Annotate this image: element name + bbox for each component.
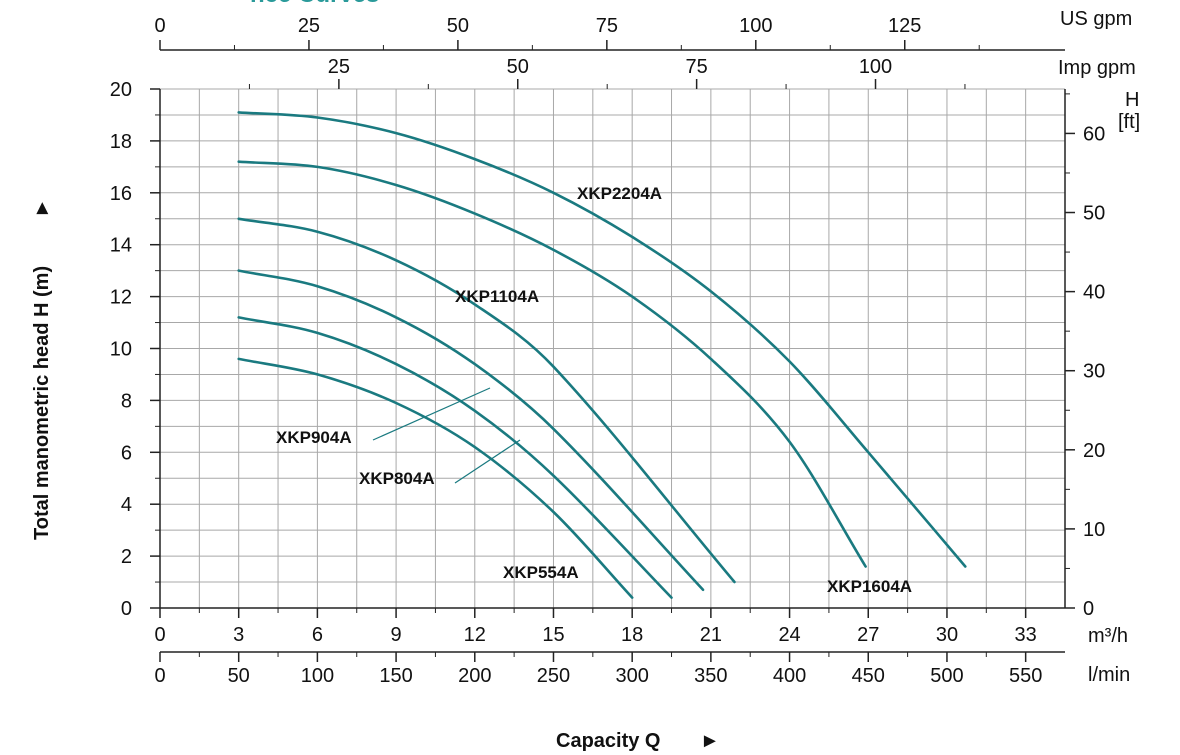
x-tick-label: 0 <box>154 624 165 646</box>
lmin-tick-label: 400 <box>773 665 806 687</box>
x-tick-label: 18 <box>621 624 643 646</box>
label-xkp1604a: XKP1604A <box>827 577 912 596</box>
x-tick-label: 33 <box>1015 624 1037 646</box>
curve-xkp554a <box>237 357 634 599</box>
lmin-tick-label: 350 <box>694 665 727 687</box>
leader-xkp904a <box>372 387 491 441</box>
ft-tick-label: 20 <box>1083 440 1105 462</box>
y-tick-label: 12 <box>110 287 132 309</box>
x-unit-imp-gpm: Imp gpm <box>1058 57 1136 79</box>
x-unit-us-gpm: US gpm <box>1060 8 1132 30</box>
lmin-tick-label: 300 <box>615 665 648 687</box>
lmin-tick-label: 200 <box>458 665 491 687</box>
lmin-tick-label: 100 <box>301 665 334 687</box>
x-tick-label: 24 <box>778 624 800 646</box>
y-tick-label: 14 <box>110 235 132 257</box>
y-tick-label: 6 <box>121 442 132 464</box>
y-tick-label: 18 <box>110 131 132 153</box>
imp-gpm-tick-label: 25 <box>328 56 350 78</box>
us-gpm-tick-label: 0 <box>154 15 165 37</box>
x-tick-label: 9 <box>391 624 402 646</box>
performance-curves <box>237 111 967 599</box>
imp-gpm-tick-label: 50 <box>507 56 529 78</box>
y-tick-label: 4 <box>121 494 132 516</box>
x-tick-label: 3 <box>233 624 244 646</box>
label-xkp2204a: XKP2204A <box>577 184 662 203</box>
chart-title-fragment: nce Curves <box>250 0 379 8</box>
imp-gpm-tick-label: 100 <box>859 56 892 78</box>
y-tick-label: 8 <box>121 390 132 412</box>
lmin-tick-label: 550 <box>1009 665 1042 687</box>
x-tick-label: 12 <box>464 624 486 646</box>
ft-tick-label: 40 <box>1083 282 1105 304</box>
us-gpm-tick-label: 25 <box>298 15 320 37</box>
lmin-tick-label: 0 <box>154 665 165 687</box>
ft-tick-label: 0 <box>1083 598 1094 620</box>
us-gpm-tick-label: 75 <box>596 15 618 37</box>
lmin-tick-label: 50 <box>228 665 250 687</box>
label-xkp804a: XKP804A <box>359 469 435 488</box>
us-gpm-tick-label: 100 <box>739 15 772 37</box>
x-tick-label: 21 <box>700 624 722 646</box>
lmin-tick-label: 250 <box>537 665 570 687</box>
y-tick-label: 0 <box>121 598 132 620</box>
ft-tick-label: 30 <box>1083 361 1105 383</box>
label-xkp904a: XKP904A <box>276 428 352 447</box>
curve-xkp1604a <box>237 160 867 568</box>
grid-lines <box>160 89 1065 608</box>
curve-xkp2204a <box>237 111 967 568</box>
x-tick-label: 30 <box>936 624 958 646</box>
ft-tick-label: 50 <box>1083 203 1105 225</box>
x-axis-title: Capacity Q ► <box>556 730 720 752</box>
ft-tick-label: 10 <box>1083 519 1105 541</box>
leader-xkp804a <box>454 439 521 484</box>
us-gpm-tick-label: 125 <box>888 15 921 37</box>
curve-labels: XKP2204A XKP1104A XKP904A XKP804A XKP554A XKP… <box>276 184 912 596</box>
curve-xkp904a <box>237 269 705 592</box>
x-tick-label: 15 <box>542 624 564 646</box>
x-axis-arrow: ► <box>700 730 720 752</box>
curve-xkp804a <box>237 316 673 599</box>
y-tick-label: 20 <box>110 79 132 101</box>
y-tick-label: 2 <box>121 546 132 568</box>
x-axis-label: Capacity Q <box>556 730 660 752</box>
y-tick-label: 16 <box>110 183 132 205</box>
x-tick-label: 6 <box>312 624 323 646</box>
ft-tick-label: 60 <box>1083 123 1105 145</box>
lmin-tick-label: 450 <box>852 665 885 687</box>
y-axis-title: Total manometric head H (m) ► <box>31 198 53 540</box>
y-unit-ft-line1: H <box>1125 89 1139 111</box>
x-unit-lmin: l/min <box>1088 664 1130 686</box>
lmin-tick-label: 150 <box>379 665 412 687</box>
label-xkp554a: XKP554A <box>503 563 579 582</box>
y-axis-arrow: ► <box>31 198 53 218</box>
y-unit-ft-line2: [ft] <box>1118 111 1140 133</box>
x-tick-label: 27 <box>857 624 879 646</box>
y-tick-label: 10 <box>110 339 132 361</box>
imp-gpm-tick-label: 75 <box>686 56 708 78</box>
label-xkp1104a: XKP1104A <box>455 287 539 306</box>
us-gpm-tick-label: 50 <box>447 15 469 37</box>
y-axis-label: Total manometric head H (m) <box>31 266 53 540</box>
curve-xkp1104a <box>237 217 736 584</box>
lmin-tick-label: 500 <box>930 665 963 687</box>
x-unit-m3h: m³/h <box>1088 625 1128 647</box>
